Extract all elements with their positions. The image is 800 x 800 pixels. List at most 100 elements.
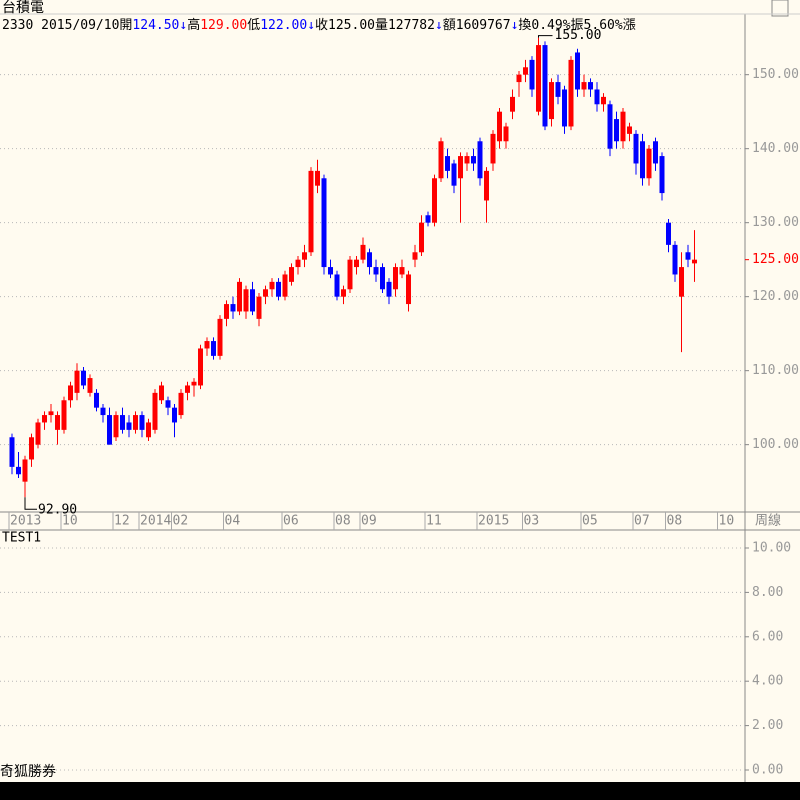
candle-body [568,59,574,127]
candle-body [685,252,691,260]
candle-body [29,437,34,460]
candle-body [536,45,541,112]
header-item: ↓ [511,18,519,33]
y-tick-label: 110.00 [752,363,799,378]
candle-body [341,289,346,297]
y-tick-label: 2.00 [752,718,783,733]
annotation-label: 92.90 [38,503,77,518]
candle-body [484,170,489,201]
header-item: 開 [119,18,132,33]
candle-body [542,45,548,127]
header-item: 129.00 [200,18,247,33]
window-icon[interactable] [771,0,789,17]
candle-body [139,415,145,430]
x-tick-label: 12 [114,514,130,529]
candle-body [562,89,567,127]
x-tick-label: 08 [335,514,351,529]
candle-body [159,385,164,401]
header-item: 122.00 [260,18,307,33]
header-item: 收125.00 [315,18,375,33]
header-item: 振5.60% [571,18,623,33]
header-item: ↓ [179,18,187,33]
candle-body [523,67,528,75]
header-item: ↓ [435,18,443,33]
candle-body [633,133,639,164]
candle-body [107,415,112,445]
candle-body [399,267,405,275]
candle-body [614,119,619,142]
candle-body [61,400,67,430]
candle-body [620,111,626,142]
candle-body [256,296,262,319]
candle-body [464,156,470,164]
x-tick-label: 2014 [140,514,171,529]
candle-body [263,289,268,297]
candle-body [347,259,353,290]
candle-body [185,385,190,393]
candle-body [380,267,385,290]
candle-body [393,267,398,290]
x-tick-label: 04 [225,514,241,529]
header-item: ↓ [307,18,315,33]
candle-body [282,274,288,297]
candle-body [334,274,340,297]
candle-body [198,348,203,386]
candle-body [48,411,54,416]
candle-body [113,415,119,438]
candle-body [315,170,320,186]
candle-body [133,415,138,430]
candle-body [308,170,314,253]
candle-body [692,259,697,264]
header-item: 124.50 [132,18,179,33]
header-item: 2330 2015/09/10 [2,18,119,33]
candle-body [516,74,522,83]
candle-body [458,156,463,179]
candle-body [510,96,515,112]
candle-body [178,392,184,416]
footer: 奇狐勝券 [0,763,56,780]
candle-body [477,141,483,179]
candle-body [419,222,424,253]
candle-body [289,267,294,282]
candle-body [16,466,21,475]
candle-body [68,385,73,401]
candle-body [445,156,450,171]
candle-body [243,289,249,312]
candle-body [328,267,333,275]
candle-body [575,52,580,90]
y-tick-label: 6.00 [752,629,783,644]
candle-body [152,392,158,430]
header-line: 2330 2015/09/10開124.50↓高129.00低122.00↓收1… [2,17,636,33]
chart-title: 台積電 [2,0,44,16]
x-tick-label: 11 [426,514,442,529]
candle-body [354,259,359,268]
candle-body [497,111,502,142]
sub-panel-title: TEST1 [2,531,41,546]
candle-body [217,318,223,356]
candle-body [94,392,99,408]
x-tick-label: 10 [62,514,78,529]
candle-body [412,252,418,260]
candle-body [503,126,509,142]
candle-body [81,370,86,386]
candle-body [451,163,457,186]
candle-body [230,304,236,312]
candle-body [269,281,275,290]
candle-body [250,289,255,312]
candle-body [120,415,125,430]
candle-body [74,370,80,393]
candle-body [549,82,554,120]
candle-body [9,437,15,467]
x-tick-label: 07 [634,514,650,529]
candle-body [601,96,606,105]
y-tick-label: 130.00 [752,215,799,230]
candle-body [653,141,658,164]
x-tick-label: 05 [582,514,598,529]
candle-body [55,415,60,430]
candle-body [490,133,496,164]
last-price-label: 125.00 [752,252,799,267]
candle-body [666,222,671,245]
candle-body [360,244,366,260]
